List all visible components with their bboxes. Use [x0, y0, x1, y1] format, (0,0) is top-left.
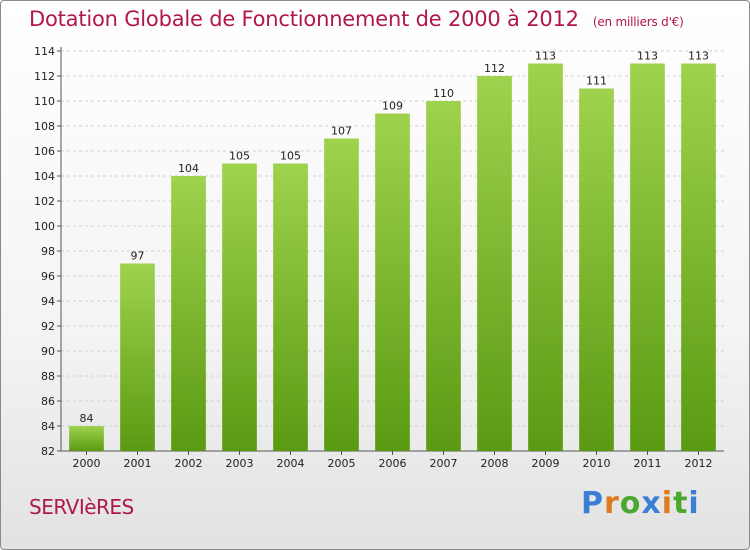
bar [222, 163, 257, 451]
data-labels: 84 97 104 105 105 107 109 110 112 113 111 113 113 [80, 50, 710, 426]
bar [528, 63, 563, 451]
y-tick-label: 114 [34, 45, 55, 58]
y-tick-label: 84 [41, 420, 55, 433]
logo-letter: r [604, 486, 620, 521]
y-tick-label: 112 [34, 70, 55, 83]
bar [273, 163, 308, 451]
commune-name: SERVIèRES [29, 495, 134, 519]
y-tick-label: 108 [34, 120, 55, 133]
bar [477, 76, 512, 451]
y-tick-label: 86 [41, 395, 55, 408]
y-tick-label: 88 [41, 370, 55, 383]
x-tick-label: 2009 [532, 457, 560, 470]
bar-value-label: 111 [586, 75, 607, 88]
logo-letter: i [661, 486, 674, 521]
chart-unit: (en milliers d'€) [592, 15, 684, 29]
x-tick-label: 2012 [685, 457, 713, 470]
x-tick-label: 2001 [124, 457, 152, 470]
y-tick-label: 82 [41, 445, 55, 458]
y-tick-label: 94 [41, 295, 55, 308]
bar-value-label: 109 [382, 100, 403, 113]
x-tick-label: 2002 [175, 457, 203, 470]
bar [579, 88, 614, 451]
y-tick-label: 102 [34, 195, 55, 208]
x-tick-label: 2010 [583, 457, 611, 470]
logo-letter: i [688, 486, 700, 521]
logo-letter: o [619, 486, 642, 521]
chart-title: Dotation Globale de Fonctionnement de 20… [29, 7, 684, 31]
bar-value-label: 110 [433, 87, 454, 100]
logo-letter: P [581, 486, 604, 521]
bar [375, 113, 410, 451]
bar [681, 63, 716, 451]
bar-value-label: 97 [131, 250, 145, 263]
x-tick-label: 2000 [73, 457, 101, 470]
x-tick-label: 2005 [328, 457, 356, 470]
x-tick-label: 2003 [226, 457, 254, 470]
bar-value-label: 113 [688, 50, 709, 63]
bar-value-label: 112 [484, 62, 505, 75]
bar-value-label: 113 [535, 50, 556, 63]
y-tick-label: 96 [41, 270, 55, 283]
y-tick-label: 100 [34, 220, 55, 233]
bar-value-label: 105 [280, 150, 301, 163]
y-tick-label: 104 [34, 170, 55, 183]
y-tick-label: 92 [41, 320, 55, 333]
bar [324, 138, 359, 451]
logo-letter: t [673, 486, 689, 521]
proxiti-logo: Proxiti [581, 486, 700, 521]
y-tick-label: 106 [34, 145, 55, 158]
bar-value-label: 84 [80, 412, 94, 425]
x-tick-label: 2004 [277, 457, 305, 470]
bars [69, 63, 716, 451]
bar [630, 63, 665, 451]
bar-value-label: 104 [178, 162, 199, 175]
bar [120, 263, 155, 451]
x-tick-label: 2011 [634, 457, 662, 470]
y-tick-label: 98 [41, 245, 55, 258]
y-tick-label: 110 [34, 95, 55, 108]
x-tick-label: 2008 [481, 457, 509, 470]
x-tick-label: 2007 [430, 457, 458, 470]
bar-value-label: 105 [229, 150, 250, 163]
bar-value-label: 113 [637, 50, 658, 63]
bar [69, 426, 104, 451]
y-tick-label: 90 [41, 345, 55, 358]
bar [426, 101, 461, 451]
bar [171, 176, 206, 451]
logo-letter: x [641, 486, 662, 521]
x-tick-label: 2006 [379, 457, 407, 470]
chart-title-text: Dotation Globale de Fonctionnement de 20… [29, 7, 579, 31]
bar-value-label: 107 [331, 125, 352, 138]
